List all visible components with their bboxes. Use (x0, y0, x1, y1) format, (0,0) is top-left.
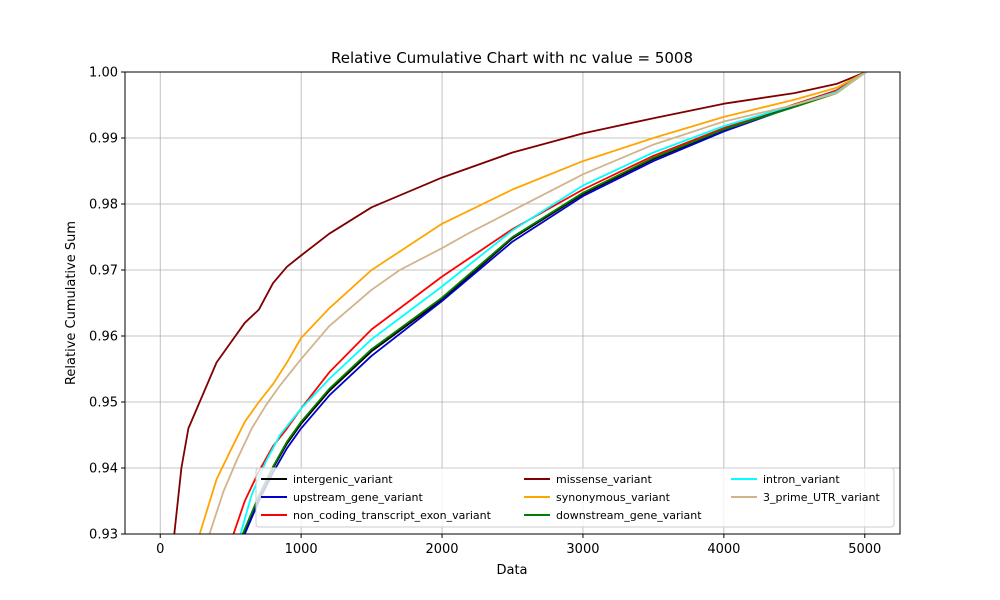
legend-label: upstream_gene_variant (293, 491, 424, 504)
legend-label: non_coding_transcript_exon_variant (293, 509, 492, 522)
series-line-missense_variant (173, 72, 867, 534)
chart-title: Relative Cumulative Chart with nc value … (331, 49, 693, 67)
y-tick-label: 0.98 (89, 198, 118, 213)
x-tick-label: 3000 (566, 542, 599, 557)
x-tick-label: 4000 (707, 542, 740, 557)
series-line-synonymous_variant (198, 72, 867, 534)
x-tick-label: 0 (156, 542, 164, 557)
y-tick-label: 0.94 (89, 462, 118, 477)
series-line-intron_variant (239, 72, 867, 534)
legend-label: 3_prime_UTR_variant (763, 491, 880, 504)
plot-frame (124, 71, 901, 535)
x-axis-title: Data (496, 563, 527, 578)
legend-label: intergenic_variant (293, 473, 393, 486)
legend-label: synonymous_variant (556, 491, 671, 504)
legend-label: intron_variant (763, 473, 840, 486)
legend-label: downstream_gene_variant (556, 509, 702, 522)
y-tick-label: 0.96 (89, 330, 118, 345)
y-tick-label: 0.95 (89, 396, 118, 411)
ticks: 0 1000 2000 3000 4000 5000 0.93 0.94 0.95 0.96 0.9… (89, 66, 881, 558)
y-tick-label: 0.93 (89, 528, 118, 543)
x-tick-label: 2000 (425, 542, 458, 557)
legend-frame (255, 467, 895, 528)
series-layer (173, 72, 867, 534)
legend-label: missense_variant (556, 473, 653, 486)
legend-items: intergenic_variant upstream_gene_variantn… (261, 473, 880, 522)
x-tick-label: 5000 (848, 542, 881, 557)
x-tick-label: 1000 (285, 542, 318, 557)
y-tick-label: 0.99 (89, 132, 118, 147)
y-tick-label: 0.97 (89, 264, 118, 279)
y-tick-label: 1.00 (89, 66, 118, 81)
legend: intergenic_variant upstream_gene_variantn… (255, 467, 895, 528)
y-axis-title: Relative Cumulative Sum (64, 221, 79, 385)
series-line-3_prime_UTR_variant (208, 72, 867, 534)
series-line-downstream_gene_variant (241, 72, 867, 534)
